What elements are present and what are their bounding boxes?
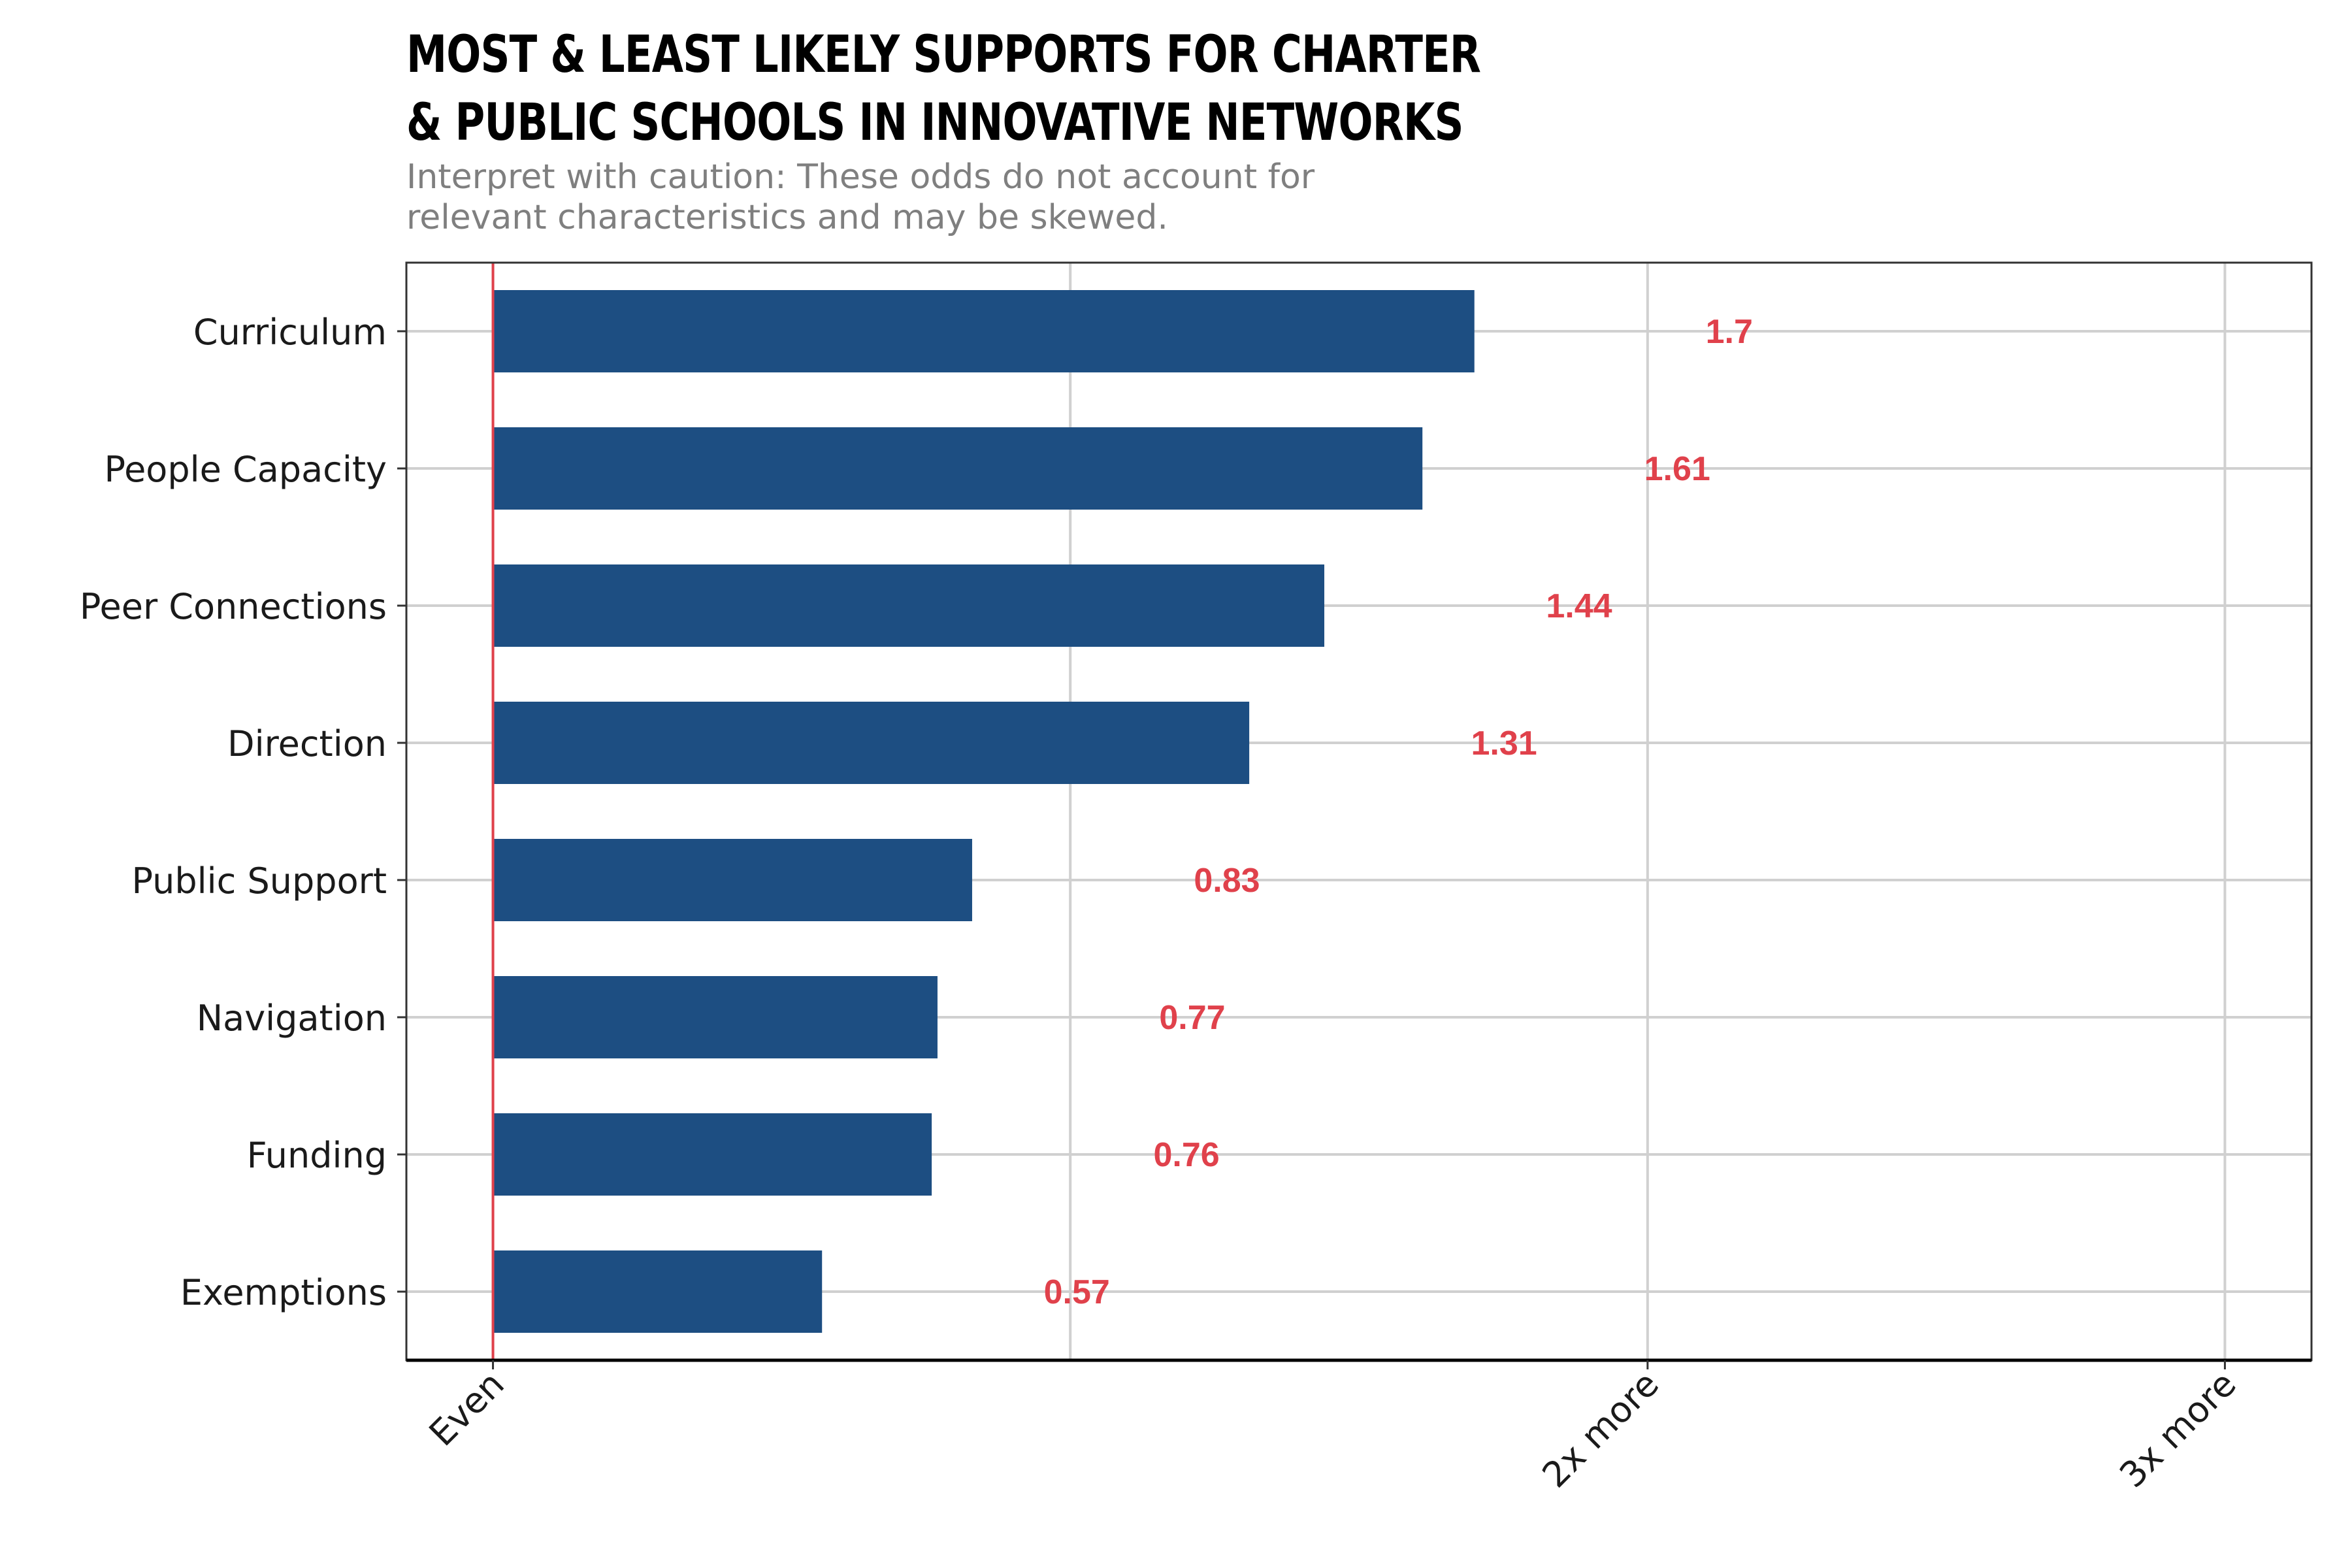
bar-exemptions [493, 1250, 823, 1333]
data-labels: 1.7 1.61 1.44 1.31 0.83 0.77 0.76 0.57 [1044, 313, 1753, 1311]
x-axis-labels: Even 2x more 3x more [421, 1360, 2244, 1495]
y-tick-label: Funding [247, 1135, 387, 1176]
data-label: 0.77 [1159, 999, 1225, 1037]
bar-people-capacity [493, 427, 1423, 510]
x-tick-label: 3x more [2112, 1364, 2244, 1495]
data-label: 0.83 [1194, 862, 1260, 900]
y-tick-label: Public Support [132, 860, 387, 902]
chart-subtitle: Interpret with caution: These odds do no… [406, 157, 1517, 238]
data-label: 1.31 [1471, 725, 1537, 762]
y-tick-label: Curriculum [193, 312, 387, 353]
y-tick-label: People Capacity [104, 449, 387, 490]
data-label: 1.44 [1546, 587, 1612, 625]
x-tick-label: Even [421, 1364, 512, 1454]
bar-public-support [493, 839, 972, 921]
bar-curriculum [493, 290, 1475, 372]
y-tick-label: Peer Connections [80, 586, 387, 627]
y-tick-label: Navigation [197, 998, 387, 1039]
chart-subtitle-line-1: Interpret with caution: These odds do no… [406, 157, 1315, 197]
data-label: 1.7 [1706, 313, 1753, 351]
y-tick-label: Exemptions [180, 1272, 387, 1313]
bar-peer-connections [493, 564, 1324, 647]
chart-subtitle-line-2: relevant characteristics and may be skew… [406, 198, 1168, 237]
bar-direction [493, 702, 1250, 784]
data-label: 1.61 [1644, 450, 1710, 488]
bar-navigation [493, 976, 938, 1058]
bar-funding [493, 1113, 932, 1196]
data-label: 0.57 [1044, 1273, 1110, 1311]
y-axis-labels: Curriculum People Capacity Peer Connection… [80, 312, 387, 1313]
y-tick-label: Direction [227, 723, 387, 764]
data-label: 0.76 [1153, 1136, 1219, 1174]
panel-frame [405, 261, 2313, 1362]
bars [493, 290, 1475, 1333]
x-tick-label: 2x more [1535, 1364, 1667, 1495]
